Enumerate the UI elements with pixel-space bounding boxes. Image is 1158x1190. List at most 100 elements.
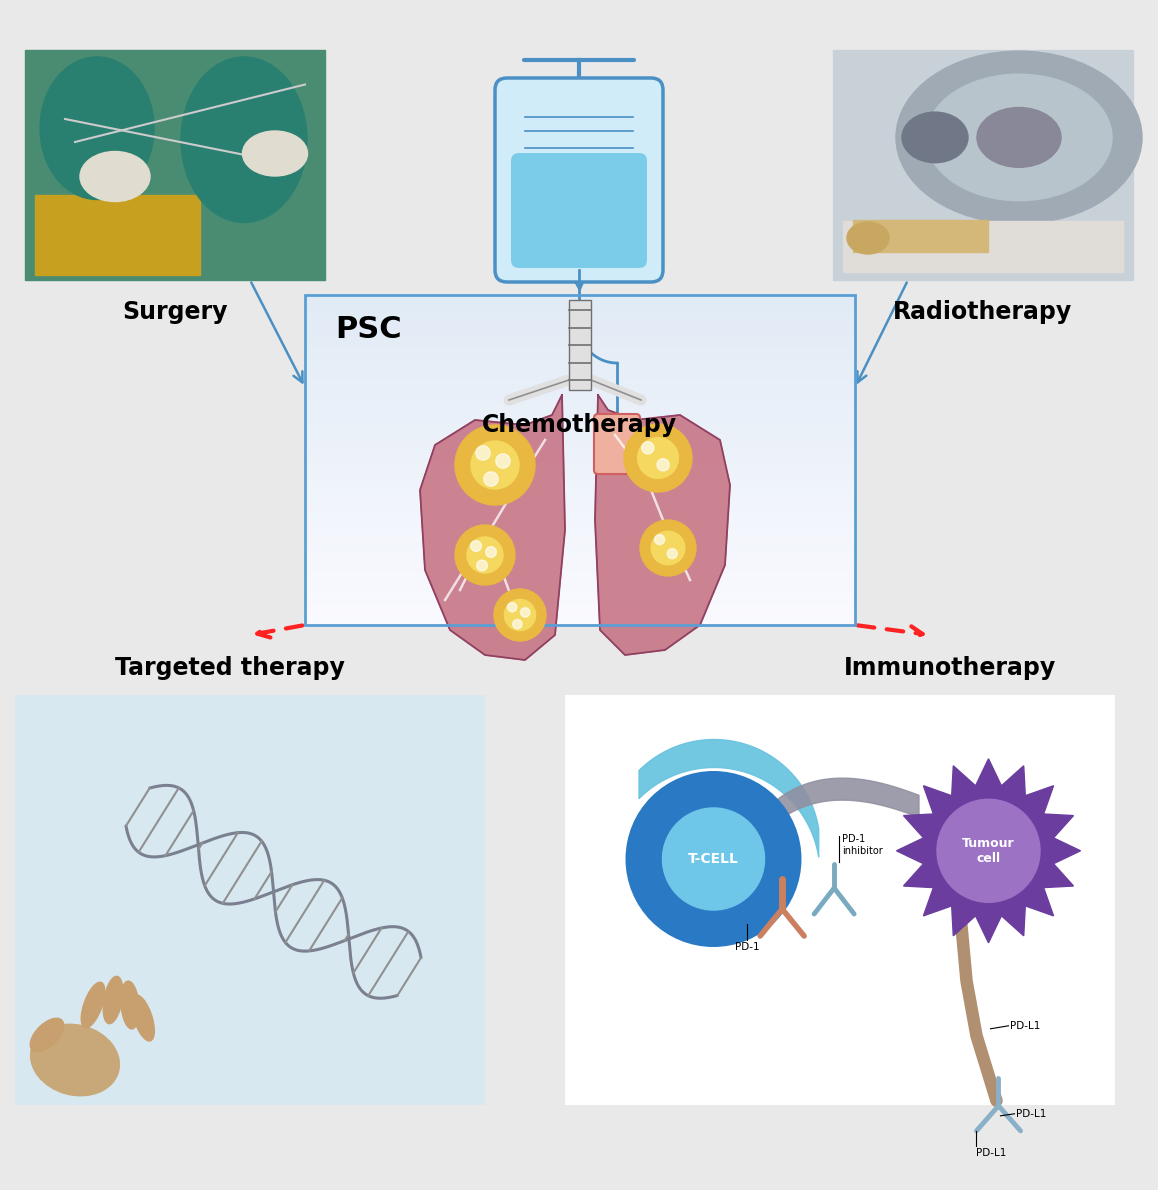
- Text: Immunotherapy: Immunotherapy: [844, 656, 1056, 679]
- Bar: [305, 580, 855, 587]
- Polygon shape: [595, 395, 730, 654]
- Bar: [305, 585, 855, 591]
- Bar: [305, 371, 855, 377]
- Ellipse shape: [132, 995, 154, 1041]
- Bar: [305, 321, 855, 328]
- Bar: [305, 531, 855, 537]
- Bar: [305, 503, 855, 509]
- Bar: [305, 420, 855, 427]
- Bar: [305, 338, 855, 344]
- Bar: [305, 388, 855, 394]
- Ellipse shape: [181, 57, 307, 223]
- Bar: [833, 50, 1133, 280]
- Bar: [305, 520, 855, 526]
- Bar: [305, 399, 855, 405]
- Bar: [305, 355, 855, 361]
- Bar: [305, 591, 855, 597]
- Bar: [305, 575, 855, 581]
- Bar: [305, 361, 855, 367]
- Text: T-CELL: T-CELL: [688, 852, 739, 866]
- Bar: [305, 305, 855, 312]
- Ellipse shape: [977, 107, 1061, 168]
- Bar: [25, 50, 325, 280]
- Text: PSC: PSC: [335, 315, 402, 344]
- Text: Targeted therapy: Targeted therapy: [115, 656, 345, 679]
- Circle shape: [937, 800, 1040, 902]
- Text: PD-L1: PD-L1: [1011, 1021, 1041, 1031]
- Bar: [305, 569, 855, 576]
- Circle shape: [662, 808, 764, 910]
- Text: PD-1
inhibitor: PD-1 inhibitor: [842, 834, 882, 856]
- Bar: [565, 695, 1115, 1106]
- Ellipse shape: [902, 112, 968, 163]
- Circle shape: [485, 546, 497, 557]
- Bar: [305, 295, 855, 625]
- Bar: [305, 470, 855, 476]
- Bar: [305, 327, 855, 333]
- Bar: [305, 487, 855, 493]
- Text: Chemotherapy: Chemotherapy: [482, 413, 676, 437]
- Bar: [305, 415, 855, 421]
- Bar: [305, 294, 855, 301]
- Ellipse shape: [242, 131, 308, 176]
- Text: Tumour
cell: Tumour cell: [962, 837, 1014, 865]
- Bar: [305, 619, 855, 625]
- Bar: [305, 541, 855, 549]
- Bar: [305, 602, 855, 608]
- Circle shape: [467, 537, 503, 574]
- Circle shape: [505, 600, 536, 631]
- Polygon shape: [896, 759, 1080, 942]
- Circle shape: [651, 531, 684, 565]
- Circle shape: [507, 602, 516, 612]
- Circle shape: [494, 589, 547, 641]
- Bar: [305, 514, 855, 520]
- Bar: [305, 613, 855, 620]
- Circle shape: [654, 534, 665, 545]
- Circle shape: [484, 471, 498, 487]
- Bar: [305, 426, 855, 432]
- Circle shape: [455, 425, 535, 505]
- Ellipse shape: [846, 223, 889, 253]
- Circle shape: [520, 608, 530, 618]
- Polygon shape: [420, 395, 565, 660]
- Bar: [853, 220, 988, 252]
- Circle shape: [667, 549, 677, 558]
- Circle shape: [624, 424, 692, 491]
- Ellipse shape: [41, 57, 154, 200]
- Bar: [305, 558, 855, 564]
- Text: PD-L1: PD-L1: [1017, 1109, 1047, 1119]
- Circle shape: [471, 441, 519, 489]
- Bar: [843, 221, 1123, 273]
- Circle shape: [640, 520, 696, 576]
- Circle shape: [657, 458, 669, 471]
- Bar: [305, 382, 855, 388]
- Bar: [305, 476, 855, 482]
- Ellipse shape: [120, 981, 139, 1029]
- Circle shape: [496, 453, 511, 468]
- Bar: [305, 596, 855, 603]
- Circle shape: [455, 525, 515, 585]
- Bar: [305, 409, 855, 416]
- Bar: [305, 536, 855, 543]
- Bar: [305, 491, 855, 499]
- Bar: [305, 432, 855, 438]
- Bar: [305, 608, 855, 614]
- Bar: [305, 332, 855, 339]
- FancyBboxPatch shape: [511, 154, 647, 268]
- Bar: [305, 525, 855, 532]
- Ellipse shape: [896, 51, 1142, 224]
- Text: Surgery: Surgery: [123, 300, 228, 324]
- Bar: [305, 365, 855, 372]
- Bar: [305, 300, 855, 306]
- Circle shape: [638, 438, 679, 478]
- Bar: [305, 547, 855, 553]
- Ellipse shape: [80, 151, 151, 201]
- Text: Radiotherapy: Radiotherapy: [893, 300, 1072, 324]
- Circle shape: [476, 446, 490, 461]
- Ellipse shape: [30, 1019, 64, 1052]
- Circle shape: [470, 540, 482, 551]
- Bar: [305, 393, 855, 400]
- Ellipse shape: [81, 982, 104, 1028]
- Circle shape: [513, 620, 522, 628]
- Bar: [305, 508, 855, 515]
